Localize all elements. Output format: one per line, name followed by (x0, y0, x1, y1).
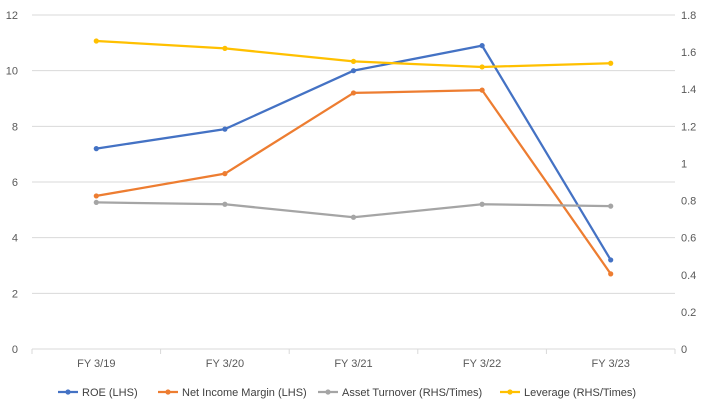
legend: ROE (LHS) Net Income Margin (LHS) Asset Tu… (58, 387, 636, 399)
legend-swatch-marker (325, 389, 331, 395)
plot-area (93, 38, 614, 277)
x-tick-label: FY 3/23 (592, 358, 630, 370)
data-point (222, 171, 228, 177)
y-left-tick-label: 12 (6, 10, 18, 22)
legend-label: Asset Turnover (RHS/Times) (342, 387, 482, 399)
legend-label: ROE (LHS) (82, 387, 138, 399)
y-right-tick-label: 1.8 (681, 10, 696, 22)
data-point (608, 60, 614, 66)
legend-label: Leverage (RHS/Times) (524, 387, 636, 399)
data-point (350, 214, 357, 220)
series-line (96, 44, 612, 261)
axes: 0 2 4 6 8 10 12 0 0.2 0.4 0.6 0.8 1 1.2 1.4 1.6 1.8 FY 3/… (6, 10, 697, 370)
legend-swatch-marker (507, 389, 513, 395)
legend-swatch-marker (65, 389, 71, 395)
x-tick-label: FY 3/22 (463, 358, 501, 370)
gridlines (32, 14, 675, 294)
y-left-tick-label: 6 (12, 177, 18, 189)
data-point (479, 64, 485, 70)
data-point (608, 203, 614, 209)
y-left-tick-label: 0 (12, 344, 18, 356)
y-right-tick-label: 1 (681, 158, 687, 170)
y-left-tick-label: 10 (6, 66, 18, 78)
data-point (350, 58, 357, 64)
y-right-tick-label: 1.6 (681, 47, 696, 59)
x-tick-label: FY 3/21 (334, 358, 372, 370)
y-right-tick-label: 1.2 (681, 121, 696, 133)
legend-label: Net Income Margin (LHS) (182, 387, 307, 399)
x-tick-label: FY 3/20 (206, 358, 244, 370)
data-point (479, 87, 485, 93)
y-right-tick-label: 0.8 (681, 196, 696, 208)
data-point (93, 146, 99, 152)
y-left-tick-label: 8 (12, 121, 18, 133)
legend-swatch-marker (165, 389, 171, 395)
data-point (222, 45, 228, 52)
data-point (350, 90, 357, 96)
data-point (608, 257, 614, 263)
y-right-tick-label: 0 (681, 344, 687, 356)
data-point (93, 38, 99, 44)
y-right-tick-label: 0.2 (681, 307, 696, 319)
data-point (608, 271, 614, 277)
data-point (479, 43, 485, 49)
y-right-tick-label: 0.4 (681, 270, 696, 282)
data-point (93, 199, 99, 206)
data-point (350, 68, 357, 74)
y-left-tick-label: 4 (12, 233, 18, 245)
data-point (93, 193, 99, 199)
data-point (479, 201, 485, 207)
y-right-tick-label: 0.6 (681, 233, 696, 245)
data-point (222, 201, 228, 207)
x-tick-label: FY 3/19 (77, 358, 115, 370)
data-point (222, 126, 228, 132)
y-right-tick-label: 1.4 (681, 84, 696, 96)
y-left-tick-label: 2 (12, 288, 18, 300)
